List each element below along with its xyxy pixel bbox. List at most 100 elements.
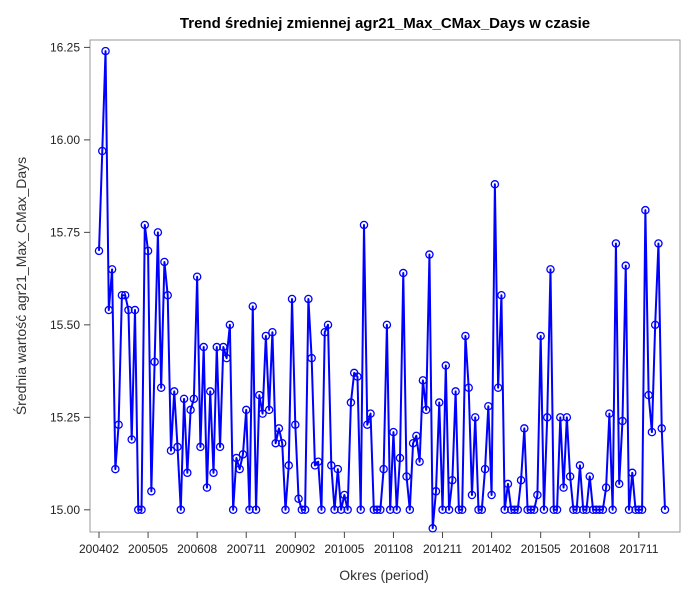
data-point — [111, 464, 120, 474]
data-point — [294, 494, 303, 503]
data-point — [412, 431, 421, 441]
data-point — [147, 487, 156, 496]
x-axis: 200402 200505 200608 200711 200902 201005 2011… — [79, 532, 659, 556]
data-point — [542, 413, 552, 422]
data-point — [467, 490, 477, 500]
data-point — [470, 413, 480, 422]
data-point — [264, 405, 274, 415]
data-point — [101, 46, 110, 56]
x-tick-label: 201608 — [570, 542, 610, 556]
data-point — [434, 398, 444, 407]
data-point — [582, 505, 591, 515]
data-point — [631, 505, 640, 515]
data-point — [461, 331, 470, 341]
data-point — [601, 483, 611, 492]
data-point — [605, 409, 614, 418]
data-point — [408, 438, 418, 448]
data-point — [657, 424, 666, 433]
data-point — [369, 505, 379, 515]
data-point — [183, 468, 192, 478]
chart-title: Trend średniej zmiennej agr21_Max_CMax_D… — [180, 15, 590, 32]
data-point — [510, 505, 519, 515]
data-point — [94, 246, 104, 256]
data-point — [457, 505, 467, 515]
data-point — [127, 435, 136, 444]
x-tick-label: 200711 — [227, 542, 266, 556]
data-point — [405, 505, 415, 515]
data-point — [621, 261, 630, 270]
data-point — [523, 505, 532, 515]
x-tick-label: 200902 — [275, 542, 315, 556]
data-point — [474, 505, 483, 515]
data-point — [199, 342, 208, 352]
data-point — [385, 505, 395, 515]
data-point — [186, 405, 195, 415]
data-point — [317, 505, 326, 515]
data-point — [506, 505, 516, 515]
data-point — [366, 409, 375, 418]
data-point — [484, 401, 493, 411]
data-point — [372, 505, 382, 515]
y-axis-label: Średnia wartość agr21_Max_CMax_Days — [12, 157, 29, 415]
data-point — [258, 409, 267, 418]
data-point — [124, 305, 133, 315]
data-point — [137, 505, 146, 515]
x-tick-label: 200505 — [128, 542, 168, 556]
data-point — [379, 464, 388, 474]
data-point — [268, 327, 277, 337]
data-point — [153, 228, 163, 237]
data-point — [107, 265, 117, 274]
data-point — [392, 505, 401, 515]
data-point — [520, 424, 529, 433]
data-point — [281, 505, 290, 515]
data-point — [382, 320, 392, 330]
data-point — [192, 272, 202, 281]
data-point — [431, 487, 441, 496]
data-point — [647, 427, 657, 437]
data-point — [179, 394, 189, 404]
data-point — [340, 490, 349, 500]
data-point — [552, 505, 562, 515]
data-point — [444, 505, 454, 515]
data-point — [654, 239, 663, 248]
y-tick-label: 15.00 — [50, 503, 80, 517]
data-point — [562, 413, 572, 422]
data-point — [415, 457, 424, 466]
data-point — [526, 505, 536, 515]
y-axis: 15.00 15.25 15.50 15.75 16.00 16.25 — [50, 40, 90, 517]
data-point — [395, 453, 405, 463]
data-point — [300, 505, 310, 515]
data-point — [353, 372, 362, 381]
x-tick-label: 201108 — [374, 542, 413, 556]
data-point — [327, 461, 336, 470]
data-point — [304, 294, 313, 304]
data-point — [169, 387, 179, 396]
data-point — [222, 353, 231, 363]
data-point — [104, 305, 114, 315]
data-point — [503, 479, 513, 489]
data-point — [569, 505, 578, 515]
data-point — [559, 483, 568, 492]
data-point — [595, 505, 604, 515]
data-point — [140, 220, 150, 230]
data-point — [376, 505, 385, 515]
data-point — [516, 475, 526, 485]
data-point — [255, 390, 264, 400]
data-point — [130, 305, 140, 315]
data-point — [389, 427, 398, 437]
data-point — [438, 505, 447, 515]
data-point — [225, 320, 235, 330]
data-point — [529, 505, 539, 515]
data-point — [624, 505, 634, 515]
data-point — [297, 505, 307, 515]
data-point — [330, 505, 339, 515]
data-point — [209, 468, 218, 478]
data-point — [556, 413, 565, 422]
data-point — [274, 424, 284, 433]
data-point — [160, 257, 169, 267]
data-point — [356, 505, 365, 515]
data-point — [163, 290, 172, 300]
data-point — [618, 416, 627, 426]
data-point — [323, 320, 333, 330]
